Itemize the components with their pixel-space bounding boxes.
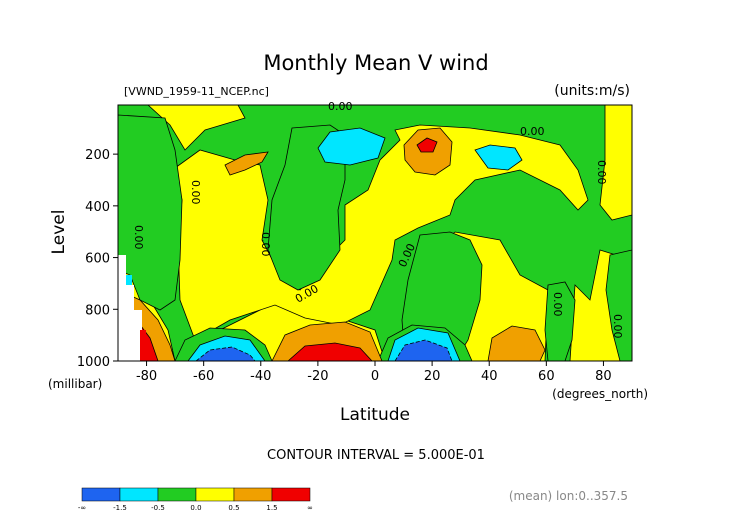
y-axis-units: (millibar) (48, 377, 102, 391)
y-tick-label: 600 (85, 252, 110, 267)
y-tick-label: 800 (85, 303, 110, 318)
colorbar-label: -∞ (78, 504, 86, 512)
contour-label: 0.00 (595, 160, 608, 185)
y-axis-label: Level (49, 210, 69, 255)
colorbar-swatch (233, 487, 273, 502)
colorbar-swatch (81, 487, 121, 502)
footer-note: (mean) lon:0..357.5 (509, 489, 628, 503)
contour-fill-orange (487, 325, 546, 361)
colorbar-swatch (195, 487, 235, 502)
colorbar-swatch (271, 487, 311, 502)
contour-label: 0.00 (132, 225, 145, 250)
units-subtitle: (units:m/s) (554, 83, 630, 99)
x-tick-label: -60 (193, 369, 214, 384)
x-tick-label: 60 (538, 369, 555, 384)
colorbar-swatch (157, 487, 197, 502)
contour-fill-blue (195, 346, 256, 361)
x-axis: -80 -60 -40 -20 0 20 40 60 80 (136, 361, 612, 384)
colorbar-label: 0.5 (228, 504, 239, 512)
colorbar-label: -1.5 (113, 504, 127, 512)
colorbar-label: 1.5 (266, 504, 277, 512)
colorbar-swatch (119, 487, 159, 502)
colorbar: -∞ -1.5 -0.5 0.0 0.5 1.5 ∞ (78, 487, 313, 512)
contour-fill-yellow-hole (147, 105, 246, 151)
contour-fill-green (605, 249, 632, 361)
contour-fill-orange (224, 151, 269, 176)
x-axis-units: (degrees_north) (552, 387, 648, 401)
contour-fill-cyan (474, 144, 523, 171)
x-tick-label: 20 (424, 369, 441, 384)
contour-label: 0.00 (259, 232, 272, 257)
x-tick-label: 0 (371, 369, 379, 384)
x-axis-label: Latitude (340, 405, 410, 425)
contour-label: 0.00 (189, 180, 202, 205)
contour-fill-yellow-hole (599, 105, 632, 221)
x-tick-label: -40 (250, 369, 271, 384)
contour-fill-red (287, 342, 373, 361)
missing-data-area (118, 255, 146, 361)
contour-fill-red (140, 330, 146, 361)
contour-label: 0.00 (551, 292, 564, 317)
colorbar-label: ∞ (307, 504, 313, 512)
contour-label: 0.00 (611, 314, 624, 339)
contour-fill-cyan (126, 275, 132, 285)
x-tick-label: -80 (136, 369, 157, 384)
contour-fill-green (544, 281, 576, 361)
contour-fill-blue (394, 339, 453, 361)
y-tick-label: 400 (85, 200, 110, 215)
colorbar-label: -0.5 (151, 504, 165, 512)
contour-fill-cyan (317, 127, 386, 166)
y-axis: 200 400 600 800 1000 (77, 148, 118, 370)
dataset-subtitle: [VWND_1959-11_NCEP.nc] (124, 85, 269, 98)
colorbar-label: 0.0 (190, 504, 201, 512)
y-tick-label: 1000 (77, 355, 110, 370)
x-tick-label: 40 (481, 369, 498, 384)
y-tick-label: 200 (85, 148, 110, 163)
contour-field (118, 105, 632, 361)
chart-title: Monthly Mean V wind (263, 51, 488, 75)
contour-label: 0.00 (328, 100, 353, 113)
contour-label: 0.00 (520, 125, 545, 138)
contour-fill-red (416, 137, 438, 153)
x-tick-label: -20 (307, 369, 328, 384)
x-tick-label: 80 (595, 369, 612, 384)
contour-interval: CONTOUR INTERVAL = 5.000E-01 (267, 448, 485, 463)
